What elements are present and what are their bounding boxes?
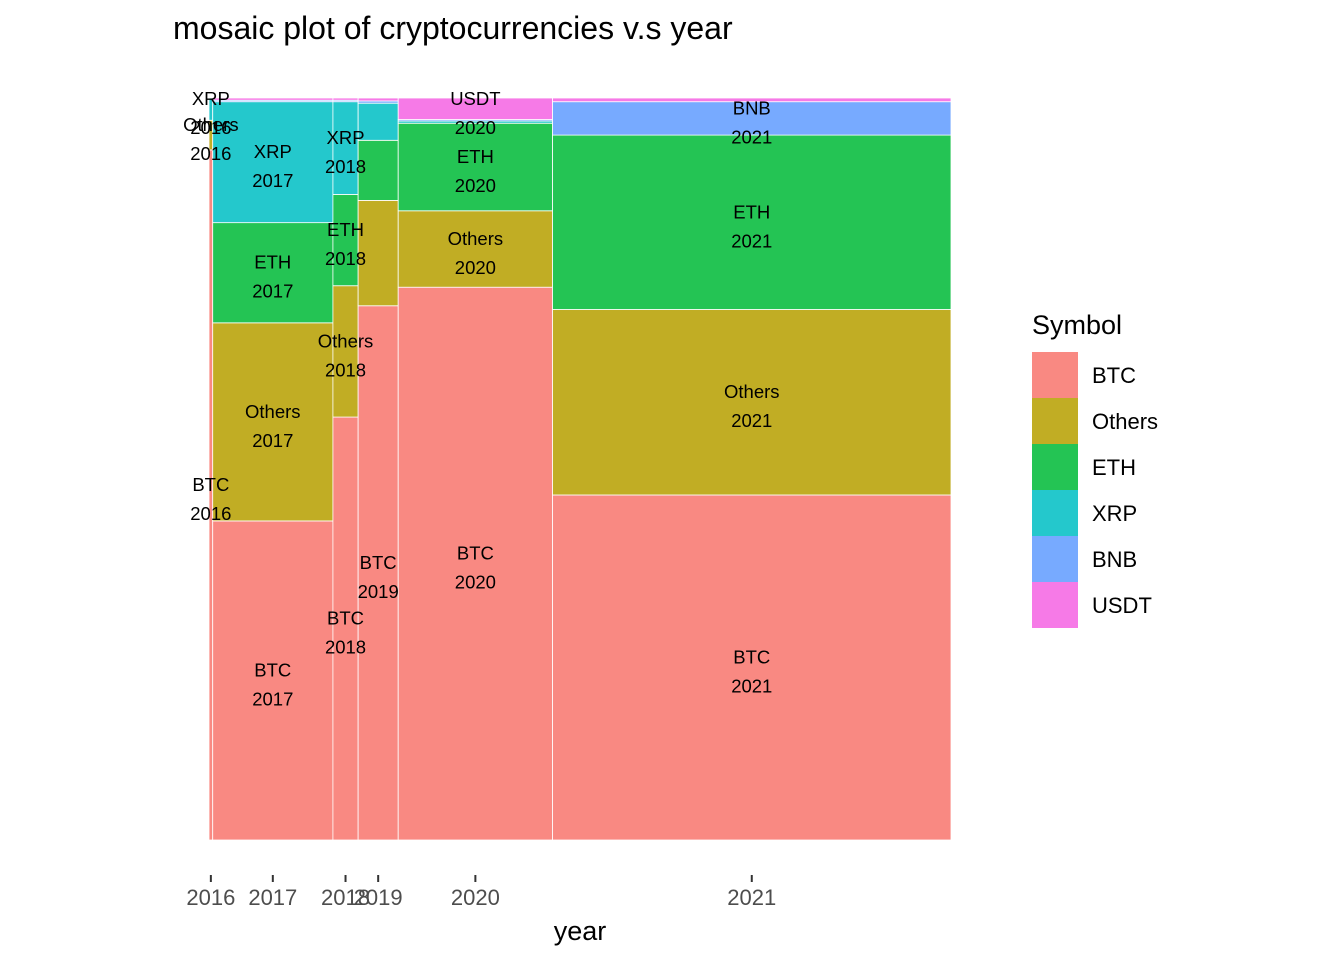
tile-label-eth-2018: ETH 2018: [325, 219, 366, 269]
tile-label-btc-2018: BTC 2018: [325, 608, 366, 658]
mosaic-tile-usdt-2019: [357, 97, 399, 102]
tile-label-btc-2016: BTC 2016: [190, 474, 231, 524]
legend-key-eth: [1032, 444, 1078, 490]
legend-key-usdt: [1032, 582, 1078, 628]
x-axis-title: year: [554, 916, 607, 946]
tile-label-others-2020: Others 2020: [448, 228, 504, 278]
legend-label-others: Others: [1092, 409, 1158, 434]
legend-label-btc: BTC: [1092, 363, 1136, 388]
tile-label-btc-2017: BTC 2017: [252, 659, 293, 709]
mosaic-tile-usdt-2021: [552, 97, 952, 103]
mosaic-tile-eth-2020: [397, 122, 553, 212]
mosaic-tile-btc-2017: [212, 520, 334, 841]
tile-label-xrp-2018: XRP 2018: [325, 127, 366, 177]
tile-label-xrp-2017: XRP 2017: [252, 141, 293, 191]
x-tick-label-2020: 2020: [451, 885, 500, 910]
legend-title: Symbol: [1032, 310, 1122, 340]
mosaic-tile-eth-2021: [552, 134, 952, 310]
mosaic-tile-usdt-2017: [212, 97, 334, 101]
mosaic-tile-bnb-2021: [552, 101, 952, 136]
tile-label-eth-2021: ETH 2021: [731, 201, 772, 251]
tile-label-btc-2021: BTC 2021: [731, 646, 772, 696]
mosaic-tile-xrp-2019: [357, 102, 399, 141]
tile-label-others-2016: Others 2016: [183, 114, 239, 164]
x-tick-label-2021: 2021: [727, 885, 776, 910]
legend-key-xrp: [1032, 490, 1078, 536]
legend-label-xrp: XRP: [1092, 501, 1137, 526]
mosaic-tile-btc-2021: [552, 494, 952, 841]
legend-key-btc: [1032, 352, 1078, 398]
mosaic-tile-btc-2020: [397, 286, 553, 841]
mosaic-tile-usdt-2018: [332, 97, 359, 101]
mosaic-tile-others-2021: [552, 309, 952, 496]
mosaic-tile-others-2017: [212, 322, 334, 522]
tile-label-others-2018: Others 2018: [318, 330, 374, 380]
mosaic-tile-others-2020: [397, 210, 553, 288]
tile-label-usdt-2020: USDT 2020: [450, 88, 500, 138]
chart-title: mosaic plot of cryptocurrencies v.s year: [173, 10, 733, 46]
mosaic-tile-eth-2018: [332, 194, 359, 287]
tile-label-xrp-2016: XRP 2016: [190, 88, 231, 138]
mosaic-tile-xrp-2018: [332, 101, 359, 195]
tile-label-others-2017: Others 2017: [245, 401, 301, 451]
tile-label-eth-2017: ETH 2017: [252, 252, 293, 302]
legend-key-others: [1032, 398, 1078, 444]
x-tick-label-2019: 2019: [354, 885, 403, 910]
tile-label-bnb-2021: BNB 2021: [731, 97, 772, 147]
mosaic-tile-eth-2019: [357, 139, 399, 201]
legend-label-eth: ETH: [1092, 455, 1136, 480]
x-tick-label-2017: 2017: [248, 885, 297, 910]
tile-label-btc-2019: BTC 2019: [358, 552, 399, 602]
x-tick-label-2018: 2018: [321, 885, 370, 910]
legend-label-bnb: BNB: [1092, 547, 1137, 572]
tile-label-btc-2020: BTC 2020: [455, 543, 496, 593]
tile-label-eth-2020: ETH 2020: [455, 146, 496, 196]
tile-label-others-2021: Others 2021: [724, 381, 780, 431]
legend-key-bnb: [1032, 536, 1078, 582]
mosaic-tile-btc-2019: [357, 305, 399, 841]
x-tick-label-2016: 2016: [186, 885, 235, 910]
legend-label-usdt: USDT: [1092, 593, 1152, 618]
mosaic-tile-others-2019: [357, 199, 399, 307]
mosaic-tile-eth-2017: [212, 222, 334, 324]
